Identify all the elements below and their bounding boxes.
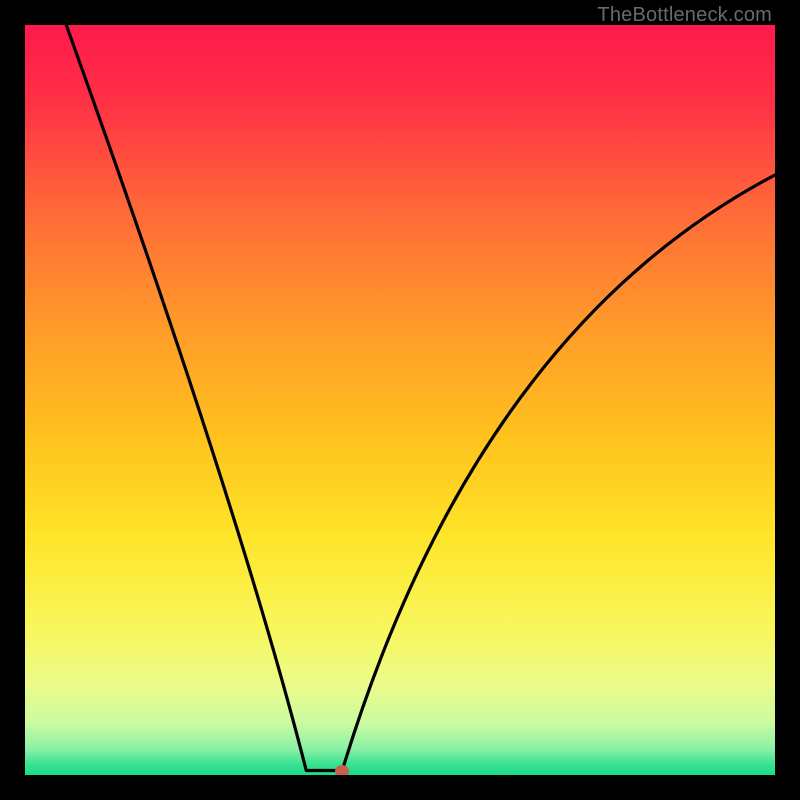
watermark-text: TheBottleneck.com (597, 4, 772, 27)
bottleneck-curve (25, 25, 775, 775)
plot-area (25, 25, 775, 775)
curve-path (66, 25, 775, 771)
chart-frame: TheBottleneck.com (0, 0, 800, 800)
optimum-marker (335, 765, 349, 776)
